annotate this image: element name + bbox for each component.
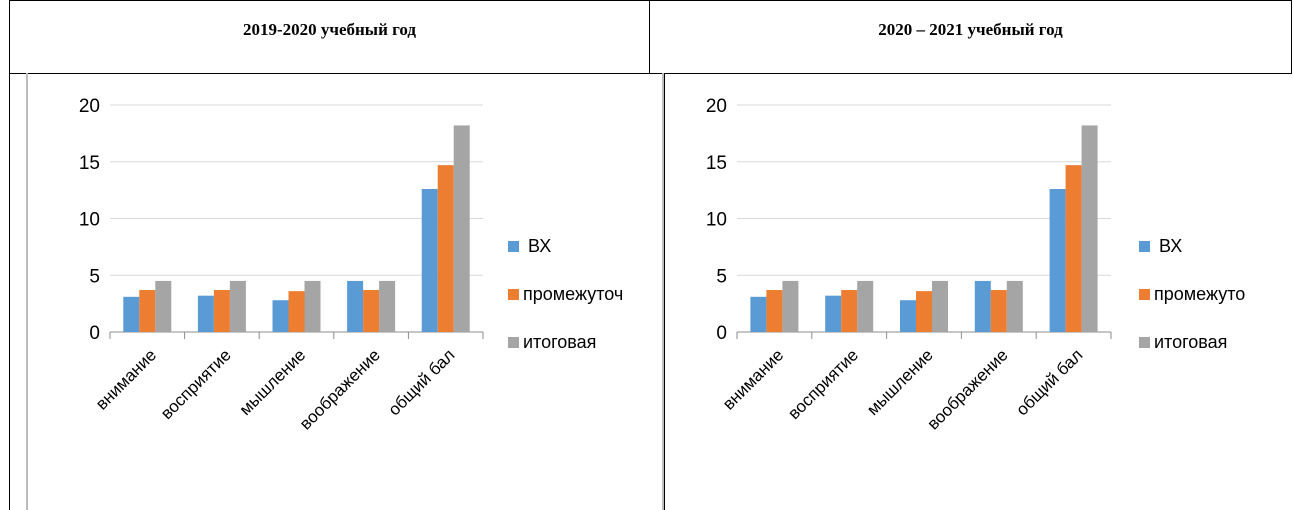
bar: [1065, 165, 1082, 332]
category-label: воображение: [924, 345, 1012, 433]
bar: [990, 290, 1007, 332]
bar: [155, 280, 172, 332]
legend-label: ВХ: [1154, 236, 1182, 256]
legend-label: итоговая: [1154, 332, 1227, 352]
legend-swatch: [1139, 289, 1150, 300]
bar: [229, 280, 246, 332]
category-label: общий бал: [385, 345, 459, 419]
bar: [453, 125, 470, 333]
bar: [421, 188, 438, 332]
category-label: восприятие: [157, 345, 235, 423]
bar: [825, 295, 842, 332]
y-tick-label: 10: [79, 210, 100, 231]
bar: [900, 300, 916, 332]
legend-swatch: [508, 289, 519, 300]
category-label: общий бал: [1012, 345, 1086, 419]
bar: [272, 300, 289, 332]
table-border-left: [9, 73, 10, 510]
category-label: мышление: [863, 345, 937, 419]
bar: [841, 290, 858, 332]
category-label: восприятие: [784, 345, 862, 423]
legend-label: промежуто: [1154, 284, 1245, 304]
legend-swatch: [1139, 337, 1150, 348]
bar: [347, 280, 364, 332]
y-tick-label: 20: [79, 96, 100, 117]
category-label: внимание: [719, 345, 787, 413]
y-tick-label: 0: [89, 323, 100, 344]
bar: [782, 280, 799, 332]
bar: [750, 296, 767, 332]
legend-swatch: [1139, 241, 1150, 252]
legend-swatch: [508, 337, 519, 348]
y-tick-label: 0: [716, 323, 727, 344]
y-tick-label: 20: [706, 96, 727, 117]
table-divider: [664, 73, 665, 510]
bar: [123, 296, 140, 332]
chart-frame-left: [26, 73, 28, 510]
bar: [932, 280, 948, 332]
chart-frame-right: [662, 73, 664, 510]
legend-label: итоговая: [523, 332, 596, 352]
y-tick-label: 5: [716, 266, 727, 287]
bar: [857, 280, 874, 332]
bar: [213, 290, 230, 332]
legend-swatch: [508, 241, 519, 252]
bar: [379, 280, 396, 332]
legend-label: ВХ: [523, 236, 551, 256]
y-tick-label: 15: [79, 153, 100, 174]
category-label: мышление: [236, 345, 310, 419]
bar: [288, 291, 305, 332]
header-right: 2020 – 2021 учебный год: [649, 0, 1292, 74]
y-tick-label: 5: [89, 266, 100, 287]
bar: [974, 280, 991, 332]
bar: [1081, 125, 1098, 333]
bar: [916, 291, 932, 332]
bar: [304, 280, 321, 332]
y-tick-label: 15: [706, 153, 727, 174]
bar: [766, 290, 783, 332]
bar: [197, 295, 214, 332]
bar: [139, 290, 156, 332]
category-label: внимание: [92, 345, 160, 413]
bar: [1049, 188, 1066, 332]
bar: [437, 165, 454, 332]
header-left: 2019-2020 учебный год: [9, 0, 650, 74]
legend-label: промежуточ: [523, 284, 623, 304]
y-tick-label: 10: [706, 210, 727, 231]
bar: [1006, 280, 1023, 332]
bar: [363, 290, 380, 332]
